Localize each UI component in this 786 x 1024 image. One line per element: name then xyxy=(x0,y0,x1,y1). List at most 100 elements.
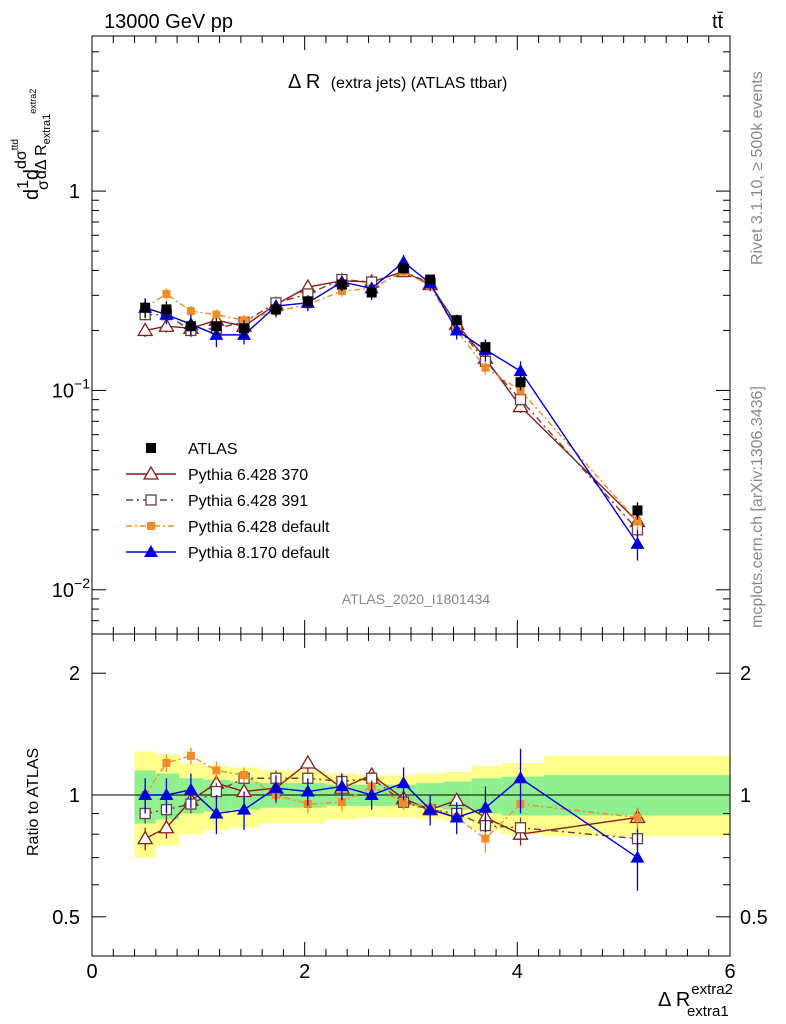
data-point-ratio xyxy=(396,776,411,789)
energy-label: 13000 GeV pp xyxy=(104,11,233,33)
y-axis-label-main: d1 σddσttd dΔ Rextra1extra2 xyxy=(10,89,53,200)
data-point-main xyxy=(336,279,347,290)
data-point-ratio xyxy=(212,766,221,775)
y-tick-label-base: 10 xyxy=(52,380,74,402)
data-point-main xyxy=(212,310,221,319)
y-tick-label-base: 10 xyxy=(52,580,74,602)
data-point-ratio xyxy=(137,830,154,845)
data-point-main xyxy=(425,274,436,285)
legend-marker-p8 xyxy=(144,545,158,557)
plot-title: Δ R (extra jets) (ATLAS ttbar) xyxy=(288,71,507,93)
analysis-id: ATLAS_2020_I1801434 xyxy=(342,591,491,607)
data-point-ratio xyxy=(183,782,198,795)
data-point-ratio xyxy=(240,771,249,780)
data-point-main xyxy=(211,321,222,332)
data-point-main xyxy=(366,287,377,298)
data-point-main xyxy=(481,363,490,372)
data-point-main xyxy=(480,342,491,353)
legend-label-p391: Pythia 6.428 391 xyxy=(188,493,308,510)
data-point-ratio xyxy=(633,813,642,822)
x-tick-label: 0 xyxy=(86,961,97,983)
data-point-main xyxy=(515,377,526,388)
y-tick-label-main: 10−2 xyxy=(52,575,90,602)
series-line-main xyxy=(145,270,639,531)
rivet-label: Rivet 3.1.10, ≥ 500k events xyxy=(749,71,766,265)
data-point-main xyxy=(161,304,172,315)
legend-marker-p370 xyxy=(142,465,160,480)
process-label: tt̄ xyxy=(712,11,724,33)
legend-marker-p391 xyxy=(145,494,157,506)
plot-title-sub: (extra jets) (ATLAS ttbar) xyxy=(331,75,508,92)
data-point-ratio xyxy=(337,798,346,807)
y-tick-label-ratio-right: 1 xyxy=(740,785,751,807)
legend-label-p370: Pythia 6.428 370 xyxy=(188,467,308,484)
data-point-main xyxy=(513,364,528,377)
y-tick-label-ratio-right: 0.5 xyxy=(740,907,768,929)
data-point-ratio xyxy=(449,810,464,823)
plot-title-main: Δ R xyxy=(288,71,320,93)
data-point-ratio xyxy=(158,819,175,834)
data-point-ratio xyxy=(514,822,527,834)
data-point-ratio xyxy=(478,800,493,813)
y-tick-label-main: 10−1 xyxy=(52,375,90,402)
data-point-ratio xyxy=(209,806,224,819)
data-point-main xyxy=(514,393,527,406)
data-point-main xyxy=(632,505,643,516)
legend: ATLAS Pythia 6.428 370 Pythia 6.428 391 Pyt… xyxy=(126,441,330,562)
data-point-main xyxy=(186,307,195,316)
data-point-ratio xyxy=(399,798,408,807)
data-point-ratio xyxy=(513,771,528,784)
y-tick-label-exp: −1 xyxy=(74,375,90,391)
series-atlas xyxy=(140,263,643,520)
data-point-ratio xyxy=(186,751,195,760)
data-point-ratio xyxy=(300,784,315,797)
y-tick-label-ratio-right: 2 xyxy=(740,663,751,685)
legend-label-pdef: Pythia 6.428 default xyxy=(188,519,330,536)
data-point-main xyxy=(162,289,171,298)
data-point-main xyxy=(158,317,175,332)
series-line-main xyxy=(145,270,638,523)
data-point-ratio xyxy=(299,754,316,769)
x-tick-label: 6 xyxy=(724,961,735,983)
x-axis-label: Δ Rextra2 extra1 xyxy=(658,981,733,1020)
data-point-ratio xyxy=(162,758,171,767)
data-point-main xyxy=(633,517,642,526)
data-point-ratio xyxy=(159,788,174,800)
data-point-main xyxy=(137,322,154,337)
y-tick-label-main: 1 xyxy=(69,181,80,203)
legend-label-atlas: ATLAS xyxy=(188,441,238,458)
data-point-main xyxy=(451,315,462,326)
series-line-ratio xyxy=(145,777,638,840)
data-point-ratio xyxy=(138,788,153,800)
data-point-main xyxy=(239,323,250,334)
data-point-ratio xyxy=(630,850,645,863)
data-point-main xyxy=(270,304,281,315)
y-tick-label-ratio-left: 1 xyxy=(69,785,80,807)
data-point-main xyxy=(140,302,151,313)
y-tick-label-ratio-left: 2 xyxy=(69,663,80,685)
legend-marker-pdef xyxy=(147,522,155,530)
data-point-main xyxy=(630,536,645,549)
x-tick-label: 4 xyxy=(512,961,523,983)
series-line-main xyxy=(144,270,639,522)
data-point-main xyxy=(398,263,409,274)
data-point-main xyxy=(302,296,313,307)
data-point-main xyxy=(449,323,464,336)
data-point-ratio xyxy=(364,788,379,800)
legend-marker-atlas xyxy=(146,443,156,453)
data-point-ratio xyxy=(268,781,283,794)
data-point-main xyxy=(512,398,529,413)
y-tick-label-exp: −2 xyxy=(74,575,90,591)
data-point-ratio xyxy=(334,779,349,792)
y-tick-label-ratio-left: 0.5 xyxy=(52,907,80,929)
data-point-ratio xyxy=(481,834,490,843)
legend-label-p8: Pythia 8.170 default xyxy=(188,545,330,562)
data-series xyxy=(137,254,646,891)
data-point-main xyxy=(185,321,196,332)
mcplots-label: mcplots.cern.ch [arXiv:1306.3436] xyxy=(749,386,766,628)
x-tick-label: 2 xyxy=(299,961,310,983)
data-point-ratio xyxy=(423,802,438,815)
data-point-ratio xyxy=(237,802,252,815)
